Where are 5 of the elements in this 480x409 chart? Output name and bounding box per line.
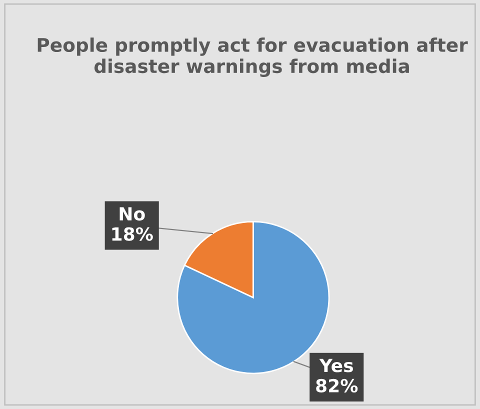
slice-label: Yes xyxy=(319,358,353,372)
data-label: 18% xyxy=(112,227,153,241)
data-label: 82% xyxy=(316,378,358,393)
slice-label: No xyxy=(120,207,145,221)
chart-title: People promptly act for evacuation after disaster warnings from media xyxy=(38,38,468,77)
